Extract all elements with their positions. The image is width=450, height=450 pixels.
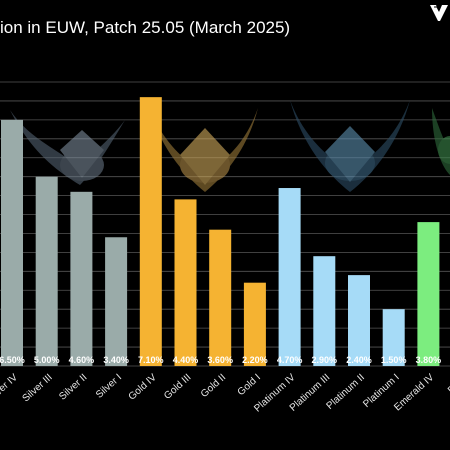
data-label: 4.60% (69, 355, 95, 365)
gold-emblem-icon (150, 108, 258, 192)
bar (348, 275, 370, 366)
data-label: 1.50% (381, 355, 407, 365)
data-labels: 6.50% 5.00% 4.60% 3.40% 7.10% 4.40% 3.60% 2.20%… (0, 355, 441, 365)
data-label: 3.40% (103, 355, 129, 365)
bar (70, 191, 93, 366)
x-tick-label: Platinum II (325, 372, 367, 412)
bars (1, 97, 440, 366)
chart-title: ion in EUW, Patch 25.05 (March 2025) (0, 18, 291, 37)
bar (35, 176, 58, 366)
rank-emblems (10, 100, 450, 192)
data-label: 4.70% (277, 355, 303, 365)
bar (417, 222, 440, 366)
bar (313, 256, 336, 366)
logo-icon (430, 5, 448, 21)
bar (1, 119, 23, 366)
x-tick-label: Gold III (162, 372, 193, 402)
x-tick-label: Silver I (94, 372, 124, 401)
data-label: 7.10% (138, 355, 164, 365)
data-label: 3.60% (207, 355, 233, 365)
x-tick-label: Gold IV (127, 372, 159, 403)
emerald-emblem-icon (432, 108, 450, 175)
x-tick-label: Silver III (21, 372, 55, 404)
data-label: 6.50% (0, 355, 25, 365)
data-label: 2.20% (242, 355, 268, 365)
data-label: 2.90% (312, 355, 338, 365)
bar (243, 282, 266, 366)
bar (209, 229, 232, 366)
x-tick-label: Emer (446, 372, 450, 397)
data-label: 4.40% (173, 355, 199, 365)
bar (382, 309, 405, 366)
x-tick-labels: lver IV Silver III Silver II Silver I Gold I… (0, 372, 450, 415)
bar (105, 237, 128, 366)
data-label: 5.00% (34, 355, 60, 365)
bar (174, 199, 197, 366)
platinum-emblem-icon (290, 100, 410, 192)
data-label: 2.40% (346, 355, 372, 365)
x-tick-label: Gold I (236, 372, 263, 398)
bar (139, 97, 162, 366)
x-tick-label: lver IV (0, 372, 20, 399)
data-label: 3.80% (416, 355, 442, 365)
bar (278, 188, 301, 366)
x-tick-label: Silver II (57, 372, 89, 402)
x-tick-label: Gold II (199, 372, 228, 400)
silver-emblem-icon (10, 110, 125, 185)
